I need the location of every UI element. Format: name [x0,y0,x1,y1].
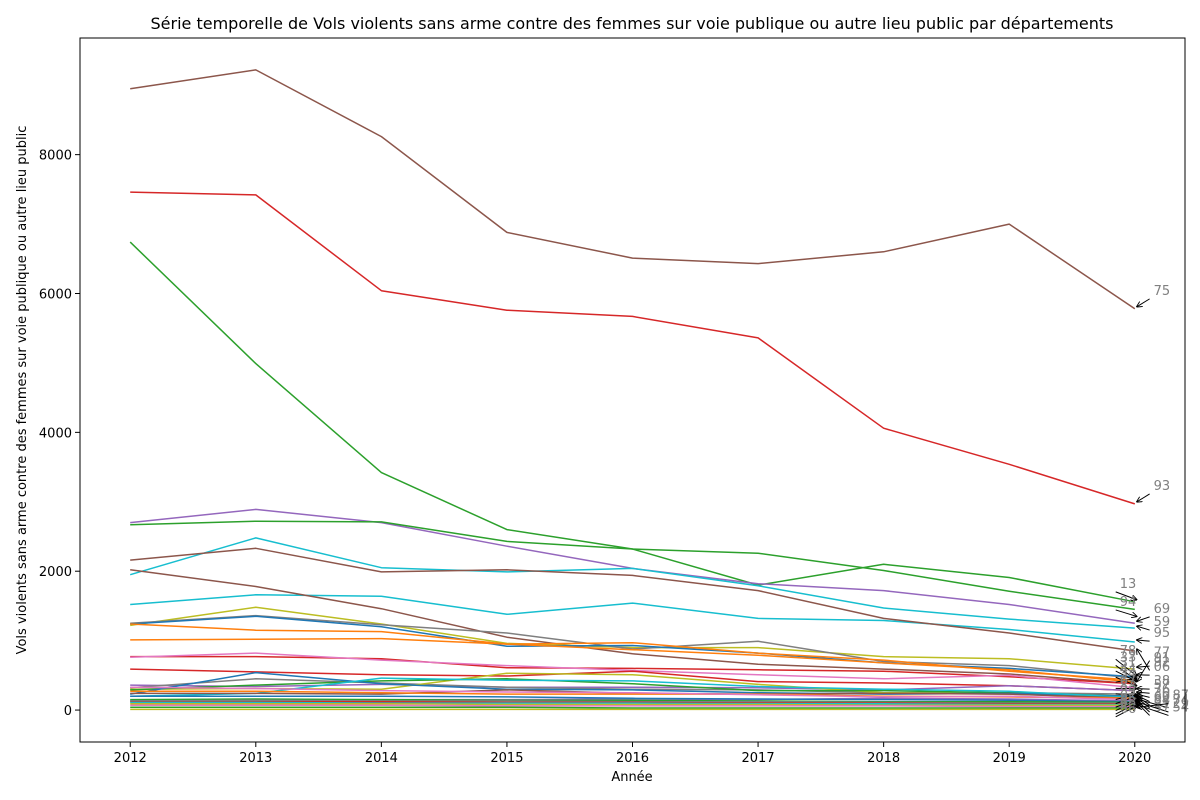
annotation-label-44: 44 [1120,662,1137,677]
plot-frame [79,37,1186,743]
annotation-label-13: 13 [1120,577,1137,592]
series-line-69 [130,508,1135,625]
series-line-84 [130,686,1135,701]
series-line-06 [130,615,1135,678]
annotation-arrow-13 [1115,591,1137,600]
annotation-arrow-44 [1115,676,1137,686]
annotation-label-91: 91 [1154,651,1171,666]
series-line-13 [129,241,1135,603]
annotation-arrow-59 [1137,626,1150,630]
series-line-75 [130,69,1136,310]
annotation-label-75: 75 [1154,284,1171,299]
annotation-label-67: 67 [1120,673,1137,688]
x-tick-label: 2017 [742,751,775,766]
series-line-21 [130,698,1135,704]
x-tick-label: 2015 [490,751,523,766]
x-axis-title: Année [611,770,652,785]
annotation-arrow-93 [1137,493,1150,502]
y-tick-label: 4000 [39,426,72,441]
y-tick-label: 8000 [39,149,72,164]
annotation-label-38: 38 [1154,674,1171,689]
series-line-54 [130,704,1135,708]
annotation-arrow-57 [1137,692,1150,693]
series-line-91 [130,606,1135,670]
annotation-label-83: 83 [1120,679,1137,694]
series-line-30 [130,677,1135,699]
series-line-93 [130,191,1136,505]
series-line-37 [130,701,1135,706]
x-tick-label: 2019 [993,751,1026,766]
annotation-arrow-49 [1115,703,1137,715]
y-axis: 0 2000 4000 6000 8000 [39,149,80,719]
x-tick-label: 2012 [114,751,147,766]
annotation-arrow-77 [1137,660,1151,682]
annotation-label-34: 34 [1120,667,1137,682]
annotation-arrow-34 [1115,678,1137,683]
annotation-label-59: 59 [1154,615,1171,630]
x-tick-label: 2016 [616,751,649,766]
series-line-92 [130,547,1135,652]
annotation-label-31: 31 [1120,656,1137,671]
annotation-arrow-66 [1115,706,1137,718]
annotation-label-60: 60 [1154,690,1171,705]
series-layer [129,69,1136,711]
series-line-49 [130,703,1135,706]
annotation-label-06: 06 [1154,660,1171,675]
series-line-67 [130,668,1135,692]
annotation-arrow-69 [1137,616,1150,621]
annotation-label-66: 66 [1120,702,1137,717]
series-line-66 [130,706,1135,709]
y-axis-title: Vols violents sans arme contre des femme… [15,126,30,655]
annotation-arrow-94 [1115,609,1137,616]
x-tick-label: 2013 [239,751,272,766]
y-tick-label: 6000 [39,287,72,302]
annotation-label-69: 69 [1154,602,1171,617]
annotation-arrow-62 [1115,696,1137,705]
annotation-arrow-75 [1137,298,1150,307]
annotation-label-95: 95 [1154,626,1171,641]
annotation-label-30: 30 [1154,687,1171,702]
x-tick-label: 2014 [365,751,398,766]
annotation-arrow-87 [1137,703,1169,708]
series-line-77 [130,569,1135,685]
annotation-label-94: 94 [1120,595,1137,610]
annotation-label-78: 78 [1120,644,1137,659]
series-line-38 [130,683,1135,692]
series-line-33 [130,623,1135,684]
series-line-31 [130,655,1135,685]
chart-title: Série temporelle de Vols violents sans a… [151,14,1114,33]
x-tick-label: 2018 [867,751,900,766]
annotation-label-93: 93 [1154,479,1171,494]
annotation-arrow-95 [1137,640,1150,641]
series-line-94 [130,520,1135,611]
annotation-arrow-78 [1115,658,1137,676]
annotation-label-33: 33 [1120,650,1137,665]
y-tick-label: 0 [64,704,72,719]
x-axis: 2012 2013 2014 2015 2016 2017 2018 2019 2020 [114,742,1151,766]
annotation-label-76: 76 [1154,682,1171,697]
x-tick-label: 2020 [1118,751,1151,766]
annotation-label-87: 87 [1172,689,1189,704]
series-line-45 [130,695,1135,703]
annotation-arrow-37 [1137,703,1150,716]
series-line-76 [130,678,1135,697]
y-tick-label: 2000 [39,565,72,580]
annotation-label-57: 57 [1154,678,1171,693]
series-line-59 [129,537,1135,629]
annotation-label-77: 77 [1154,646,1171,661]
annotation-arrow-92 [1137,649,1151,671]
annotation-label-92: 92 [1154,655,1171,670]
series-line-95 [130,594,1135,643]
